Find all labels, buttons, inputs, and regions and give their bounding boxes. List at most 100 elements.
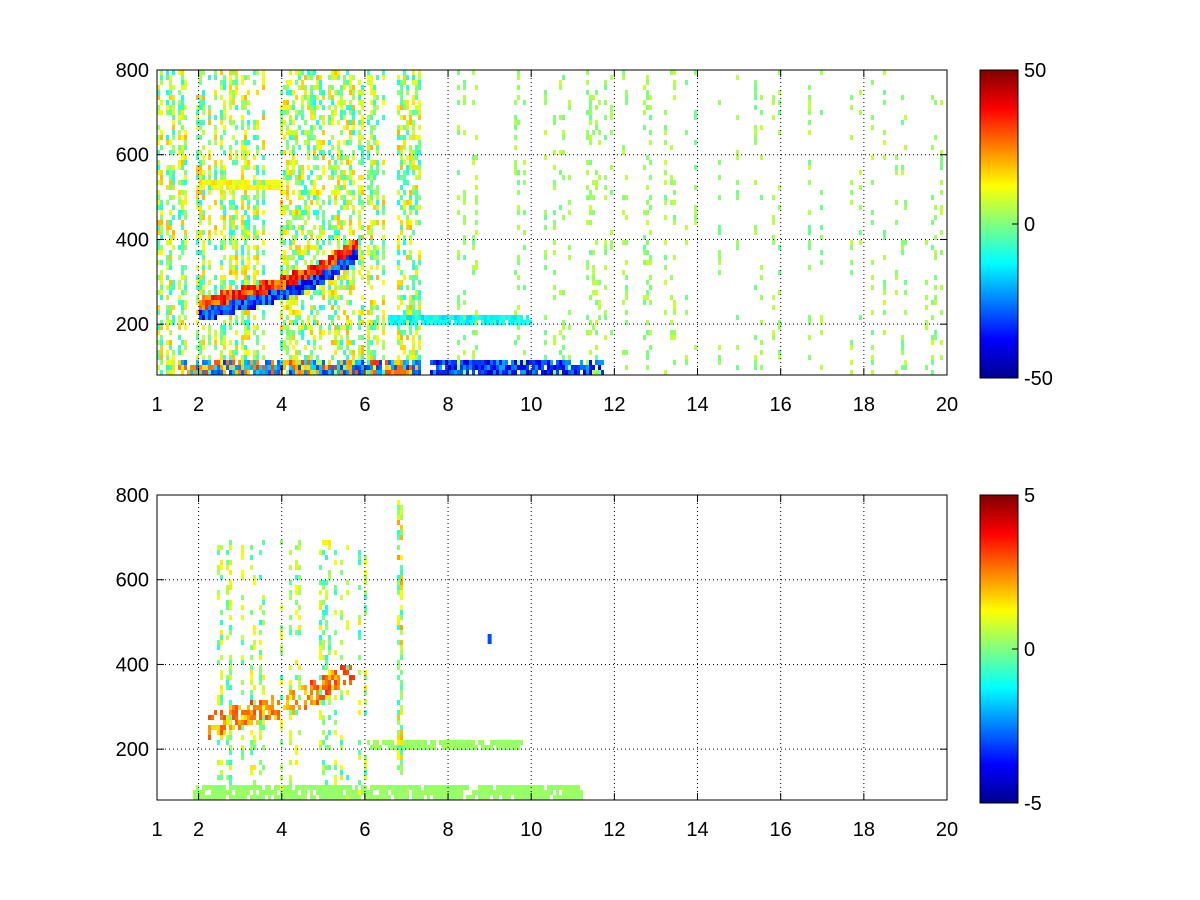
top-heatmap-cell [589, 360, 592, 365]
bottom-heatmap-cell [322, 615, 325, 620]
top-heatmap-cell [475, 315, 478, 320]
top-heatmap-cell [496, 360, 499, 365]
bottom-heatmap-cell [313, 785, 316, 790]
top-heatmap-cell [562, 335, 565, 340]
bottom-heatmap-cell [289, 710, 292, 715]
bottom-heatmap-cell [439, 785, 442, 790]
top-heatmap-cell [223, 210, 226, 215]
top-heatmap-cell [256, 150, 259, 155]
top-heatmap-cell [901, 250, 904, 255]
top-heatmap-cell [283, 120, 286, 125]
bottom-heatmap-cell [556, 790, 559, 795]
bottom-heatmap-cell [298, 605, 301, 610]
top-heatmap-cell [505, 315, 508, 320]
top-heatmap-cell [244, 345, 247, 350]
top-heatmap-cell [292, 240, 295, 245]
bottom-heatmap-cell [337, 790, 340, 795]
top-heatmap-cell [247, 205, 250, 210]
top-heatmap-cell [304, 270, 307, 275]
top-heatmap-cell [646, 75, 649, 80]
bottom-heatmap-cell [388, 795, 391, 800]
top-heatmap-cell [229, 90, 232, 95]
top-heatmap-cell [331, 250, 334, 255]
top-heatmap-cell [595, 330, 598, 335]
top-heatmap-cell [160, 275, 163, 280]
top-heatmap-cell [475, 85, 478, 90]
top-heatmap-cell [364, 370, 367, 375]
top-heatmap-cell [241, 145, 244, 150]
top-heatmap-cell [220, 120, 223, 125]
top-heatmap-cell [223, 75, 226, 80]
top-heatmap-cell [253, 185, 256, 190]
top-heatmap-cell [514, 360, 517, 365]
top-heatmap-cell [256, 280, 259, 285]
top-heatmap-cell [211, 185, 214, 190]
top-heatmap-cell [328, 365, 331, 370]
top-heatmap-cell [274, 185, 277, 190]
top-heatmap-cell [610, 75, 613, 80]
top-heatmap-cell [694, 205, 697, 210]
bottom-heatmap-cell [235, 720, 238, 725]
top-heatmap-cell [316, 235, 319, 240]
top-heatmap-cell [382, 225, 385, 230]
top-heatmap-cell [409, 235, 412, 240]
top-heatmap-cell [367, 330, 370, 335]
top-heatmap-cell [184, 210, 187, 215]
top-heatmap-cell [604, 250, 607, 255]
bottom-heatmap-cell [562, 790, 565, 795]
top-heatmap-cell [358, 175, 361, 180]
top-heatmap-cell [172, 145, 175, 150]
top-heatmap-cell [460, 315, 463, 320]
top-heatmap-cell [253, 370, 256, 375]
top-heatmap-cell [457, 195, 460, 200]
top-heatmap-cell [169, 365, 172, 370]
top-heatmap-cell [166, 370, 169, 375]
top-heatmap-cell [475, 330, 478, 335]
top-heatmap-cell [406, 225, 409, 230]
bottom-heatmap-cell [289, 580, 292, 585]
top-heatmap-cell [808, 355, 811, 360]
top-heatmap-cell [358, 325, 361, 330]
top-heatmap-cell [181, 180, 184, 185]
top-heatmap-cell [349, 120, 352, 125]
top-heatmap-cell [313, 340, 316, 345]
bottom-heatmap-cell [334, 730, 337, 735]
top-heatmap-cell [367, 335, 370, 340]
top-heatmap-cell [463, 190, 466, 195]
top-heatmap-cell [595, 120, 598, 125]
top-heatmap-cell [343, 80, 346, 85]
top-heatmap-cell [202, 295, 205, 300]
bottom-heatmap-cell [238, 720, 241, 725]
bottom-heatmap-cell [526, 785, 529, 790]
top-heatmap-cell [259, 290, 262, 295]
top-heatmap-cell [307, 215, 310, 220]
top-heatmap-cell [625, 195, 628, 200]
top-heatmap-cell [400, 330, 403, 335]
top-heatmap-cell [220, 70, 223, 75]
top-heatmap-cell [247, 315, 250, 320]
bottom-heatmap-cell [415, 795, 418, 800]
bottom-heatmap-cell [325, 620, 328, 625]
top-heatmap-cell [361, 105, 364, 110]
bottom-heatmap-cell [307, 695, 310, 700]
bottom-heatmap-cell [451, 740, 454, 745]
top-heatmap-cell [460, 360, 463, 365]
top-heatmap-cell [202, 315, 205, 320]
top-heatmap-cell [298, 145, 301, 150]
top-heatmap-cell [202, 260, 205, 265]
top-heatmap-cell [346, 155, 349, 160]
top-heatmap-cell [808, 245, 811, 250]
top-heatmap-cell [334, 105, 337, 110]
top-heatmap-cell [316, 120, 319, 125]
bottom-heatmap-cell [427, 745, 430, 750]
top-heatmap-cell [370, 160, 373, 165]
bottom-heatmap-cell [334, 720, 337, 725]
top-heatmap-cell [157, 325, 160, 330]
top-heatmap-cell [298, 175, 301, 180]
bottom-heatmap-cell [322, 740, 325, 745]
top-heatmap-cell [253, 80, 256, 85]
top-heatmap-cell [406, 335, 409, 340]
bottom-heatmap-cell [334, 675, 337, 680]
top-heatmap-cell [199, 210, 202, 215]
top-heatmap-cell [604, 115, 607, 120]
